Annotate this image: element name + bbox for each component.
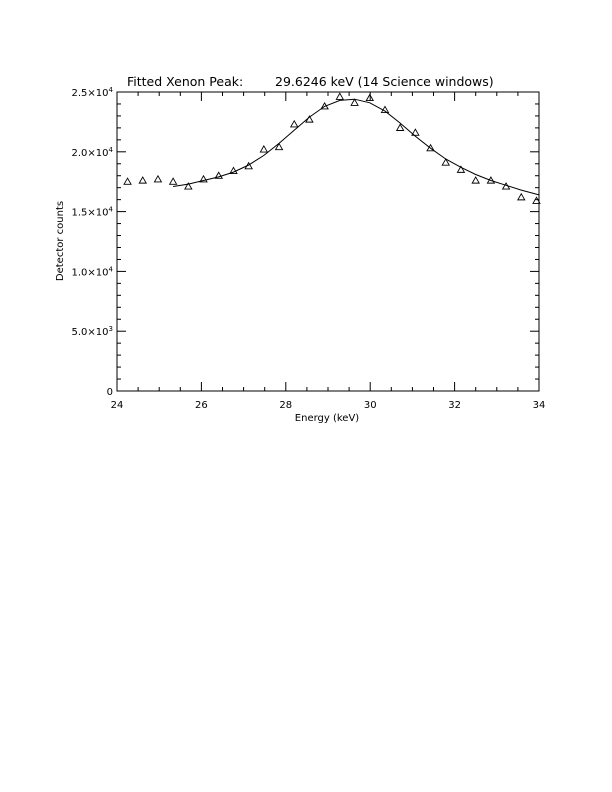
fit-curve	[173, 98, 540, 196]
x-tick-label: 34	[533, 400, 546, 411]
data-point	[153, 174, 163, 183]
plot-area	[116, 91, 540, 392]
data-point	[365, 93, 375, 102]
data-point	[138, 176, 148, 184]
plot-frame	[116, 91, 540, 392]
x-tick-label: 30	[364, 400, 377, 411]
data-point	[380, 105, 390, 114]
y-tick-label: 2.5×104	[72, 86, 114, 99]
data-point	[411, 128, 420, 136]
y-tick-label: 0	[107, 387, 113, 398]
data-point	[214, 171, 223, 179]
x-axis-label: Energy (keV)	[295, 413, 360, 424]
x-tick-label: 26	[195, 400, 208, 411]
data-point	[426, 143, 435, 152]
data-point	[456, 165, 466, 173]
y-tick-label: 2.0×104	[72, 146, 114, 159]
data-point	[532, 196, 541, 204]
y-tick-label: 1.5×104	[72, 206, 114, 219]
axes: 24 26 28 30 32 34 0 5.0×103 1.0×104 1.5×104 2.0×10…	[72, 86, 546, 411]
x-tick-label: 24	[111, 400, 124, 411]
data-point	[471, 176, 480, 184]
data-point	[335, 92, 345, 100]
data-point	[395, 123, 405, 131]
data-point	[123, 177, 132, 185]
y-tick-label: 1.0×104	[72, 265, 114, 278]
chart-title: Fitted Xenon Peak: 29.6246 keV (14 Scien…	[127, 74, 494, 89]
data-point	[199, 174, 208, 183]
data-point	[184, 182, 193, 190]
y-axis-label: Detector counts	[55, 201, 66, 281]
y-tick-label: 5.0×103	[72, 325, 113, 338]
data-point	[168, 177, 178, 185]
data-point	[441, 158, 451, 166]
data-layer	[123, 92, 541, 204]
x-tick-label: 28	[279, 400, 292, 411]
data-point	[289, 119, 299, 128]
data-point	[517, 192, 526, 201]
data-point	[274, 142, 284, 151]
data-point	[350, 98, 359, 106]
x-tick-label: 32	[448, 400, 461, 411]
data-point	[229, 166, 238, 175]
data-point	[259, 145, 269, 153]
